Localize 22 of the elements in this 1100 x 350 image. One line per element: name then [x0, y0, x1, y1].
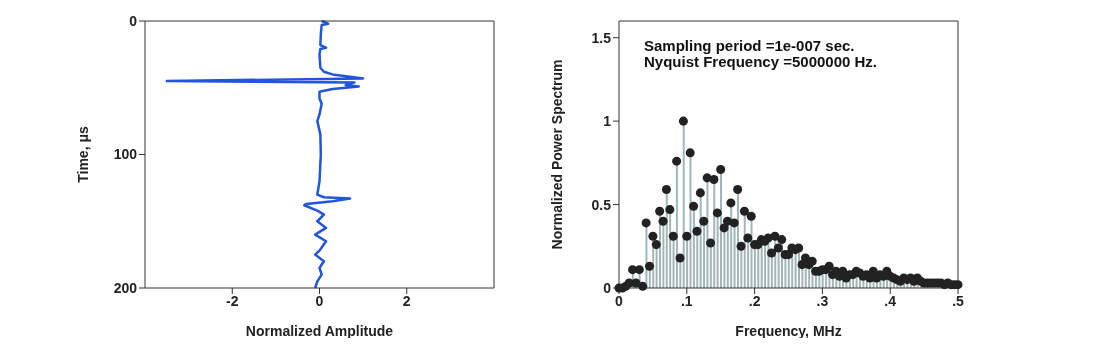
x-tick-label: .2: [748, 292, 761, 309]
y-tick-label: 200: [113, 279, 138, 296]
x-tick-label: .3: [816, 292, 829, 309]
annotation: Sampling period =1e-007 sec.: [644, 37, 856, 54]
x-tick-label: .5: [952, 292, 965, 309]
x-tick-label: 0: [315, 292, 324, 309]
y-tick-label: 1.5: [591, 29, 612, 46]
y-tick-label: 1: [603, 113, 612, 130]
x-tick-label: .1: [680, 292, 693, 309]
annotation: Nyquist Frequency =5000000 Hz.: [644, 53, 878, 70]
y-axis-title: Time, μs: [74, 126, 91, 183]
y-tick-label: 0: [603, 279, 612, 296]
x-tick-label: 0: [615, 292, 624, 309]
x-tick-label: 2: [402, 292, 411, 309]
x-tick-label: -2: [226, 292, 239, 309]
y-tick-label: 0: [129, 12, 138, 29]
x-axis-title: Frequency, MHz: [735, 323, 842, 339]
y-tick-label: 0.5: [591, 196, 612, 213]
y-axis-title: Normalized Power Spectrum: [548, 59, 565, 250]
x-tick-label: .4: [884, 292, 897, 309]
y-tick-label: 100: [113, 146, 138, 163]
x-axis-title: Normalized Amplitude: [245, 323, 394, 339]
